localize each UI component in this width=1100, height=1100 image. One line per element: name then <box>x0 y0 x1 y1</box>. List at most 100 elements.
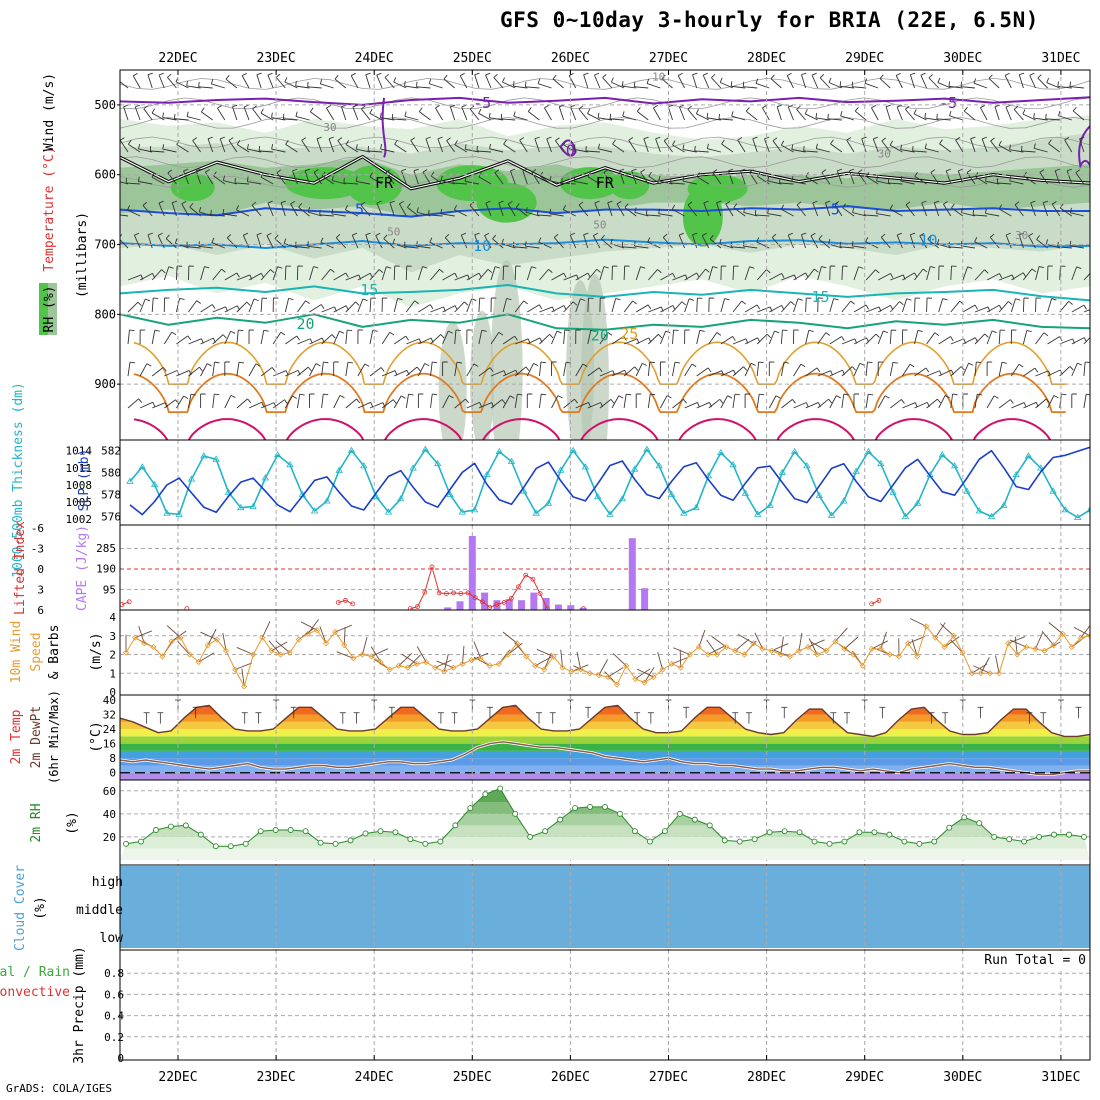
wind-barb-flag <box>292 168 298 172</box>
wind-barb-flag <box>876 208 878 214</box>
wind-barb <box>921 202 928 217</box>
wind-barb-flag <box>315 363 321 367</box>
wind-barb-flag <box>498 200 504 204</box>
rh2m-marker <box>706 822 713 829</box>
wind-barb-flag <box>974 304 978 310</box>
wind-barb-flag <box>889 140 893 146</box>
wind10m-barb <box>543 652 552 670</box>
rh2m-marker <box>916 840 923 847</box>
wind-barb-flag <box>724 298 730 301</box>
wind-barb <box>163 331 173 345</box>
wind-barb-flag <box>1097 307 1099 312</box>
wind-barb <box>787 106 794 121</box>
wind10m-marker <box>241 683 248 690</box>
wind-barb-flag <box>541 393 547 396</box>
wind-barb <box>142 205 153 217</box>
wind10m-marker <box>141 640 148 647</box>
thickness-marker <box>212 455 220 462</box>
rh2m-marker <box>497 785 504 792</box>
wind-barb <box>337 140 347 153</box>
wind-barb <box>563 362 567 377</box>
wind-barb <box>139 401 154 409</box>
wind-barb <box>271 148 286 153</box>
wind-barb-flag <box>507 200 513 205</box>
rh2m-marker <box>332 840 339 847</box>
wind-barb <box>1022 113 1036 121</box>
wind-barb-flag <box>540 361 547 364</box>
wind-barb-flag <box>356 398 361 404</box>
wind-barb <box>905 204 915 217</box>
wind-barb <box>647 241 661 249</box>
wind-barb <box>430 394 433 409</box>
wind-barb <box>525 86 540 89</box>
contour-label: 25 <box>620 325 638 343</box>
wind-barb-flag <box>255 363 261 367</box>
wind-barb-flag <box>364 363 370 367</box>
wind-barb-flag <box>764 136 770 140</box>
wind10m-barb <box>362 636 368 655</box>
li-marker <box>465 590 471 596</box>
wind-barb <box>846 139 855 153</box>
wind-barb <box>260 269 271 281</box>
wind-barb-flag <box>546 136 552 140</box>
wind-barb-flag <box>696 272 700 278</box>
wind-barb <box>1045 118 1060 121</box>
wind-barb <box>308 211 322 217</box>
wind-barb <box>938 298 944 313</box>
wind-barb <box>502 298 508 313</box>
thickness-marker <box>138 463 147 470</box>
wind-barb-flag <box>161 269 166 274</box>
wind-barb <box>744 266 750 281</box>
wind-barb <box>501 243 516 249</box>
wind10m-ytick: 0 <box>109 686 116 699</box>
wind-barb <box>599 370 614 377</box>
wind-barb-flag <box>493 73 498 78</box>
wind10m-marker <box>350 655 357 662</box>
wind-barb <box>490 399 503 409</box>
wind-barb-flag <box>313 266 319 269</box>
wind-barb <box>175 81 189 89</box>
wind-barb-flag <box>1043 332 1049 337</box>
wind-barb <box>1071 266 1078 281</box>
wind10m-barb <box>177 640 190 655</box>
wind-barb <box>422 171 431 185</box>
wind-barb-flag <box>951 203 955 209</box>
wind-barb <box>732 300 743 313</box>
wind-barb-flag <box>386 266 392 269</box>
date-label-bottom: 24DEC <box>355 1070 394 1085</box>
wind-barb <box>948 246 963 249</box>
wind-barb <box>963 110 976 121</box>
wind-barb-flag <box>392 238 396 244</box>
wind10m-marker <box>313 627 321 634</box>
wind-barb-flag <box>525 366 530 372</box>
wind10m-marker <box>932 634 939 641</box>
wind-barb <box>478 113 492 121</box>
wind-barb-flag <box>292 395 297 399</box>
date-label-bottom: 23DEC <box>257 1070 296 1085</box>
wind-barb-flag <box>864 78 868 84</box>
wind10m-ytick: 1 <box>109 667 116 680</box>
wind10m-marker <box>359 651 366 658</box>
wind-barb-flag <box>416 207 419 213</box>
wind-barb <box>454 330 457 345</box>
thickness-marker <box>827 511 836 518</box>
thickness-marker <box>815 491 823 498</box>
rh2m-marker <box>676 810 683 817</box>
thickness-marker <box>483 470 491 478</box>
li-marker <box>422 589 428 595</box>
wind10m-marker <box>977 670 984 677</box>
wind-barb <box>1035 332 1045 345</box>
wind-barb <box>939 143 952 153</box>
wind-barb <box>672 274 686 281</box>
cape-bar <box>518 600 526 610</box>
wind-barb <box>301 140 310 153</box>
contour-label: 10 <box>919 231 937 249</box>
freezing-level-line-inner <box>120 156 1090 190</box>
wind-barb <box>256 74 262 89</box>
wind-barb-flag <box>679 232 685 236</box>
wind-barb-flag <box>942 298 948 301</box>
wind-barb <box>616 203 625 217</box>
li-marker <box>444 591 449 596</box>
wind-barb <box>128 143 141 153</box>
thickness-marker <box>1086 506 1090 513</box>
